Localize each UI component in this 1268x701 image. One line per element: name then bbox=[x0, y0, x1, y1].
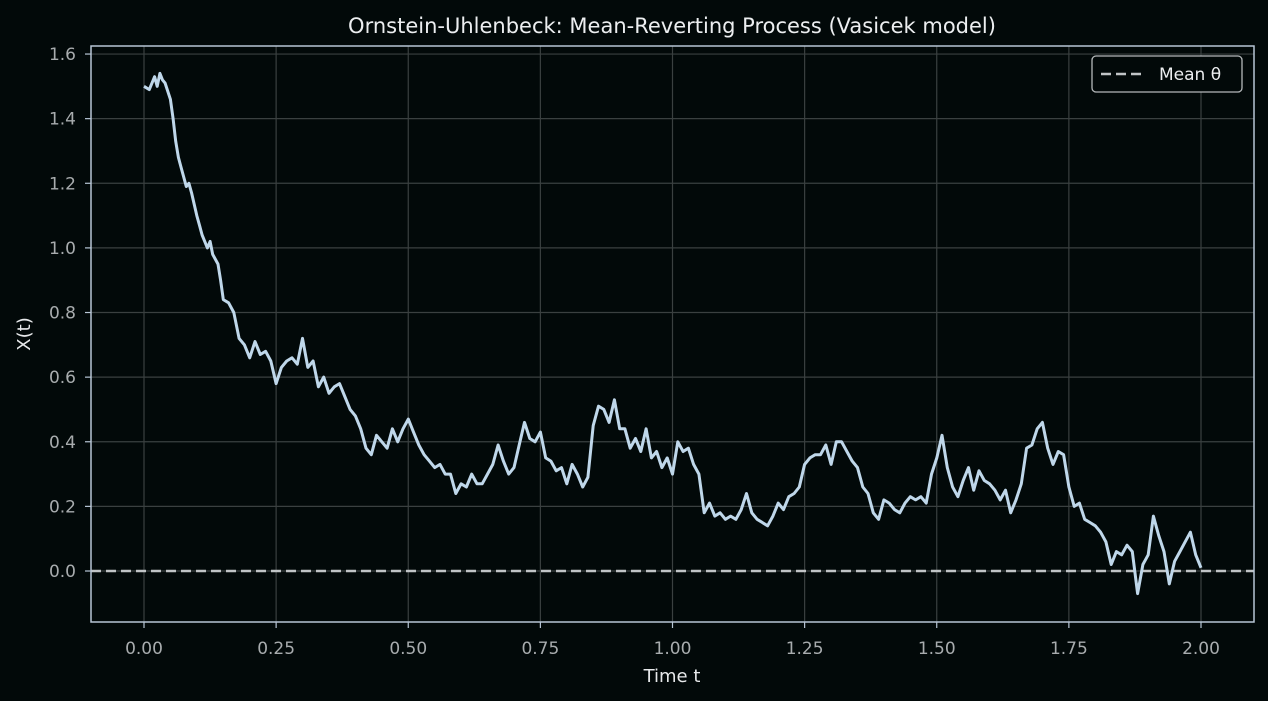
x-tick-label: 1.50 bbox=[918, 639, 956, 659]
y-tick-label: 1.4 bbox=[49, 110, 76, 130]
x-tick-label: 0.75 bbox=[521, 639, 559, 659]
legend: Mean θ bbox=[1091, 55, 1243, 93]
x-tick-label: 0.50 bbox=[389, 639, 427, 659]
y-tick-label: 1.2 bbox=[49, 174, 76, 194]
x-axis-ticks: 0.00 0.25 0.50 0.75 1.00 1.25 1.50 1.75 2.00 bbox=[125, 622, 1220, 659]
x-tick-label: 2.00 bbox=[1182, 639, 1220, 659]
x-tick-label: 1.00 bbox=[654, 639, 692, 659]
x-axis-label: Time t bbox=[643, 666, 701, 687]
chart-title: Ornstein-Uhlenbeck: Mean-Reverting Proce… bbox=[348, 14, 996, 38]
x-tick-label: 0.25 bbox=[257, 639, 295, 659]
y-axis-label: X(t) bbox=[14, 317, 35, 350]
ou-process-path bbox=[143, 71, 1203, 596]
y-tick-label: 1.6 bbox=[49, 45, 76, 65]
plot-area bbox=[91, 71, 1254, 596]
y-tick-label: 0.0 bbox=[49, 562, 76, 582]
y-tick-label: 0.8 bbox=[49, 304, 76, 324]
grid-lines bbox=[91, 46, 1254, 622]
y-tick-label: 0.4 bbox=[49, 433, 76, 453]
y-tick-label: 1.0 bbox=[49, 239, 76, 259]
legend-box bbox=[1091, 55, 1243, 93]
x-tick-label: 0.00 bbox=[125, 639, 163, 659]
x-tick-label: 1.25 bbox=[786, 639, 824, 659]
y-tick-label: 0.6 bbox=[49, 368, 76, 388]
y-axis-ticks: 0.0 0.2 0.4 0.6 0.8 1.0 1.2 1.4 1.6 bbox=[49, 45, 91, 582]
legend-label-mean: Mean θ bbox=[1159, 65, 1221, 85]
y-tick-label: 0.2 bbox=[49, 497, 76, 517]
x-tick-label: 1.75 bbox=[1050, 639, 1088, 659]
